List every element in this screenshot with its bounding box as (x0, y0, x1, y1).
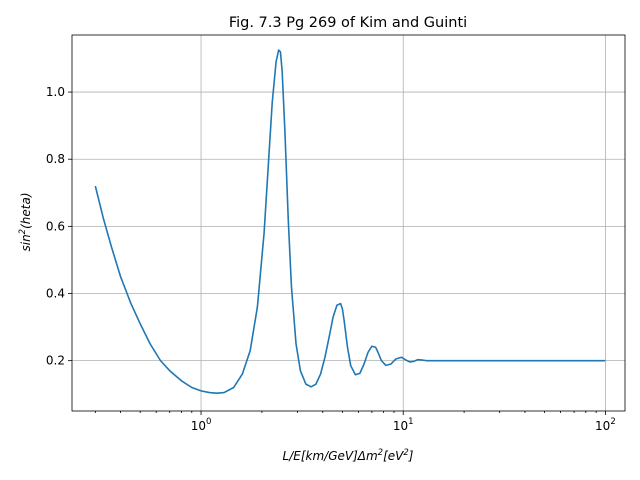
x-axis-label: L/E[km/GeV]Δm2[eV2] (283, 448, 414, 463)
x-tick-label: 102 (595, 417, 616, 433)
x-axis-ticks: 100 101 102 (94, 411, 616, 433)
chart-title: Fig. 7.3 Pg 269 of Kim and Guinti (229, 15, 467, 31)
y-tick-label: 0.2 (46, 354, 65, 368)
y-tick-label: 0.8 (46, 152, 65, 166)
x-tick-label: 101 (393, 417, 414, 433)
plot-frame (71, 34, 626, 412)
y-tick-label: 1.0 (46, 85, 65, 99)
y-axis-ticks: 0.2 0.4 0.6 0.8 1.0 (46, 85, 72, 368)
y-tick-label: 0.4 (46, 287, 65, 301)
x-tick-label: 100 (191, 417, 212, 433)
y-axis-label: sin2(heta) (18, 192, 33, 251)
grid (72, 35, 625, 411)
series-layer (94, 49, 606, 395)
series-line (94, 49, 606, 395)
y-tick-label: 0.6 (46, 219, 65, 233)
